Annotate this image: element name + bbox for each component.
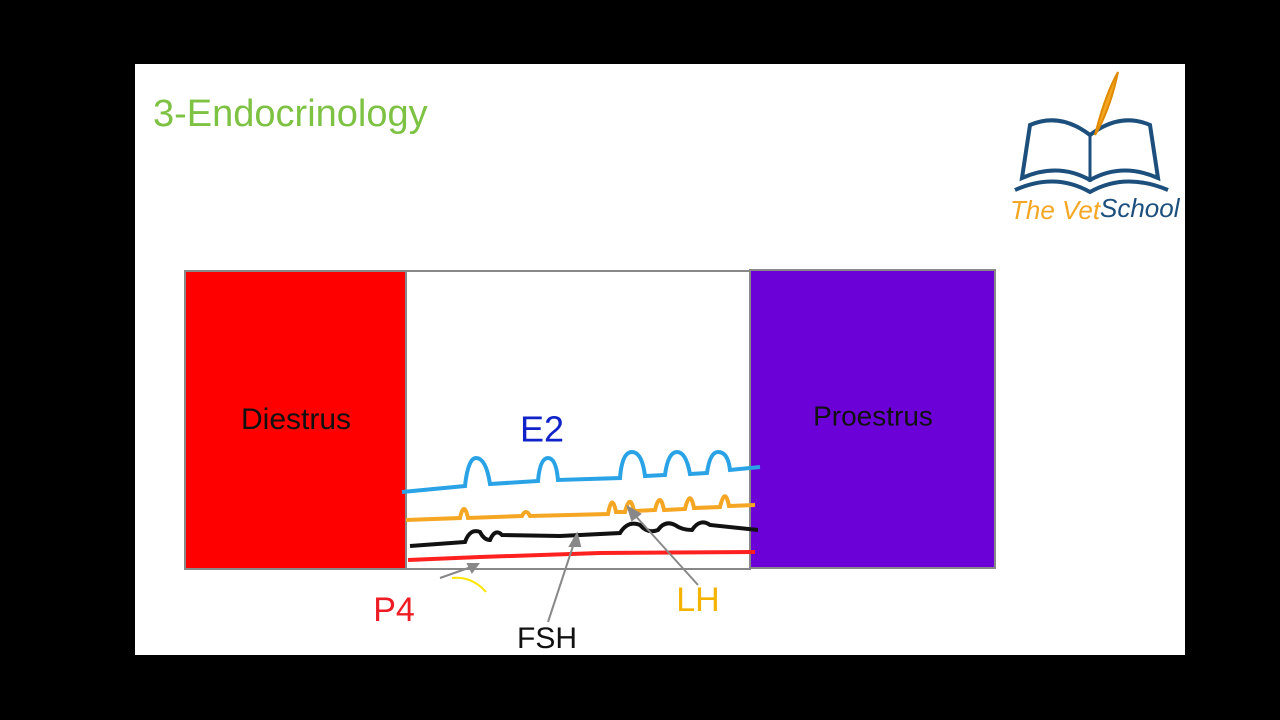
hormone-label: P4 — [373, 591, 415, 629]
logo: The Vet School — [1010, 71, 1181, 225]
logo-text: The Vet — [1010, 195, 1102, 225]
phase-box — [184, 270, 407, 570]
highlight-stroke — [451, 576, 487, 593]
phase-label: Proestrus — [813, 400, 933, 431]
phase-box — [749, 269, 996, 569]
hormone-label: LH — [676, 581, 719, 619]
hormone-label: E2 — [520, 409, 564, 450]
lh-curve — [405, 494, 756, 522]
p4-curve — [407, 550, 756, 562]
fsh-curve — [409, 520, 759, 548]
phase-label: Diestrus — [241, 403, 351, 436]
logo-text: School — [1100, 193, 1181, 223]
middle-phase-box — [405, 270, 751, 570]
e2-curve — [401, 449, 761, 494]
slide-title: 3-Endocrinology — [153, 93, 428, 135]
arrows — [439, 504, 699, 623]
hormone-label: FSH — [517, 622, 577, 655]
